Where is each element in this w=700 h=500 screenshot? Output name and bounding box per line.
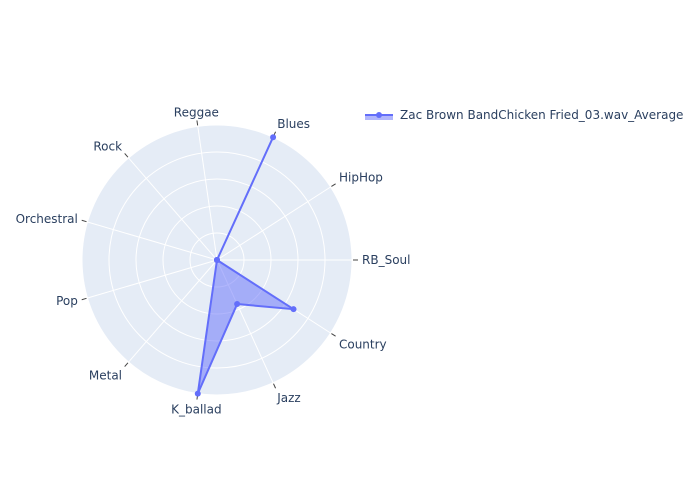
grid-spoke	[87, 221, 218, 261]
outer-ring	[81, 124, 353, 396]
angular-tick	[196, 120, 199, 126]
series-layer	[194, 134, 297, 397]
legend-label: Zac Brown BandChicken Fried_03.wav_Avera…	[400, 108, 683, 122]
axis-label-metal: Metal	[89, 369, 122, 383]
axis-label-rb-soul: RB_Soul	[362, 253, 410, 267]
axis-label-orchestral: Orchestral	[16, 212, 78, 226]
data-point-country[interactable]	[290, 306, 297, 313]
axis-label-country: Country	[339, 337, 387, 351]
angular-tick	[273, 383, 277, 389]
legend[interactable]: Zac Brown BandChicken Fried_03.wav_Avera…	[365, 108, 683, 122]
data-point-k-ballad[interactable]	[194, 390, 201, 397]
data-point-blues[interactable]	[270, 134, 277, 141]
axis-label-jazz: Jazz	[276, 391, 301, 405]
axis-label-k-ballad: K_ballad	[171, 403, 221, 417]
data-point-hiphop[interactable]	[214, 257, 220, 263]
axis-label-pop: Pop	[56, 294, 78, 308]
grid-spoke	[216, 186, 331, 261]
angular-tick	[124, 362, 129, 367]
legend-marker	[376, 112, 382, 118]
grid-spoke	[128, 259, 218, 363]
angular-ticks	[81, 120, 358, 400]
grid-spoke	[197, 126, 218, 261]
angular-tick	[124, 153, 129, 158]
angular-tick	[81, 219, 87, 223]
grid-spoke	[87, 259, 218, 299]
grid-spoke	[128, 157, 218, 261]
axis-label-reggae: Reggae	[174, 105, 219, 119]
angular-axis-labels: RB_Soul Country Jazz K_ballad Metal Pop Orches…	[16, 105, 411, 416]
data-point-jazz[interactable]	[234, 301, 241, 308]
angular-tick	[81, 297, 87, 301]
axis-label-hiphop: HipHop	[339, 171, 383, 185]
axis-label-rock: Rock	[93, 139, 122, 153]
angular-tick	[331, 333, 336, 337]
axis-label-blues: Blues	[277, 117, 310, 131]
angular-tick	[331, 183, 336, 187]
